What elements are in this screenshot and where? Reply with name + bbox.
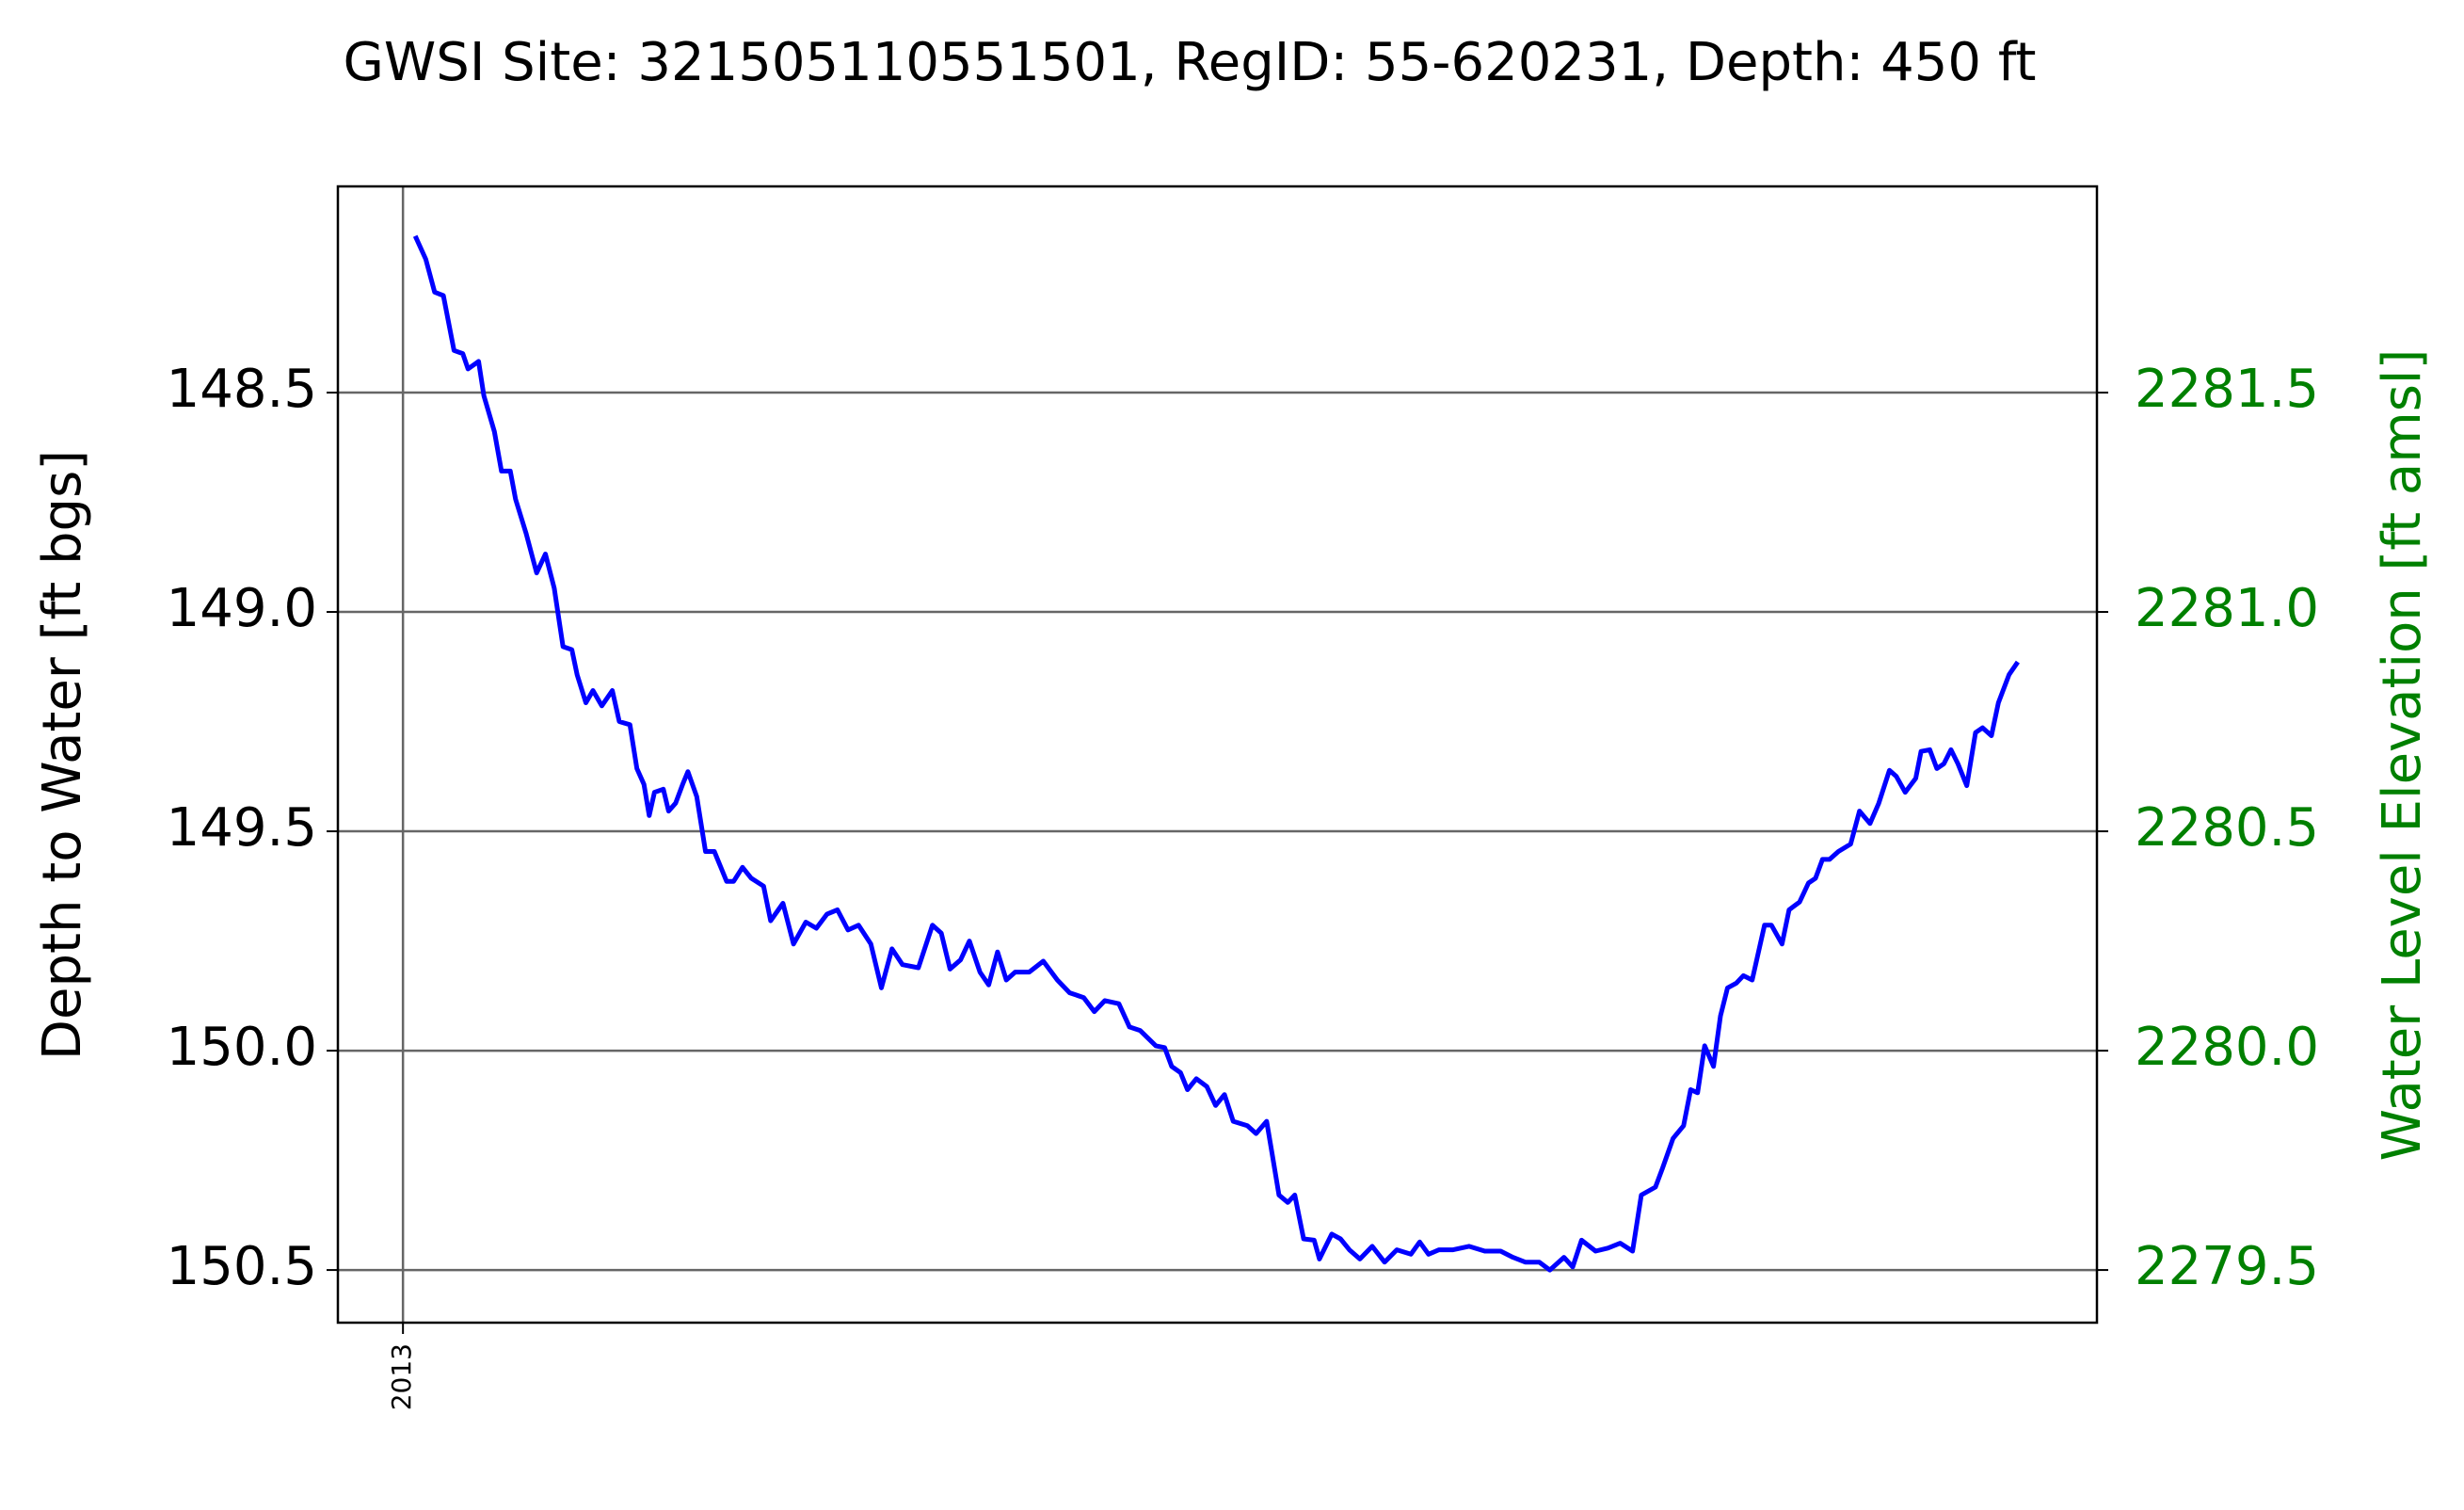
y-axis-label: Depth to Water [ft bgs]: [32, 450, 93, 1060]
y2-tick-label: 2280.0: [2135, 1017, 2319, 1078]
y-tick-label: 148.5: [167, 359, 317, 420]
y-tick-label: 150.0: [167, 1017, 317, 1078]
y2-axis-label: Water Level Elevation [ft amsl]: [2372, 349, 2433, 1162]
x-tick-label: 2013: [386, 1343, 417, 1410]
y-tick-label: 150.5: [167, 1236, 317, 1297]
y2-tick-label: 2279.5: [2135, 1236, 2319, 1297]
data-line: [412, 234, 2020, 1273]
plot-frame: [336, 185, 2099, 1325]
chart-title: GWSI Site: 321505110551501, RegID: 55-62…: [344, 32, 2037, 93]
y2-tick-label: 2280.5: [2135, 797, 2319, 859]
y2-tick-label: 2281.5: [2135, 359, 2319, 420]
y2-tick-label: 2281.0: [2135, 578, 2319, 639]
y-tick-label: 149.0: [167, 578, 317, 639]
y-tick-label: 149.5: [167, 797, 317, 859]
